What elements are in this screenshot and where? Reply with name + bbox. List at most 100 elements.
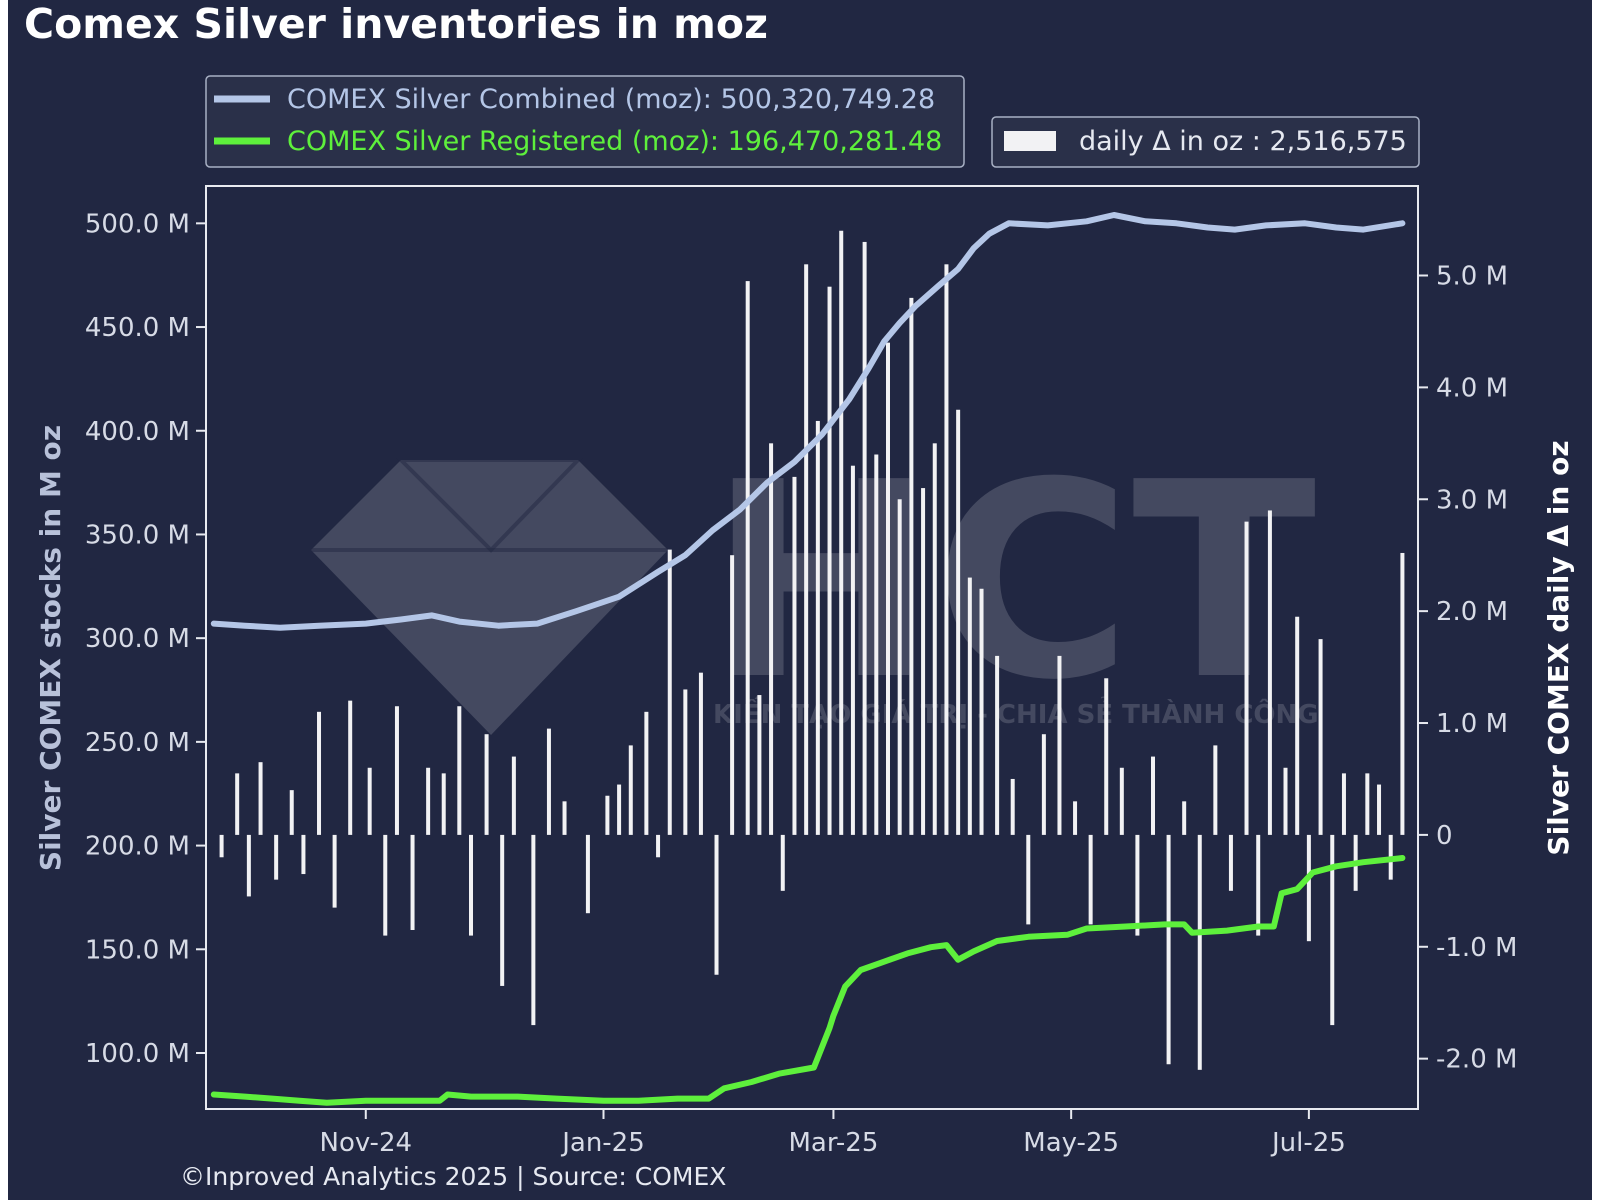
y2-axis-label: Silver COMEX daily Δ in oz <box>1542 440 1575 855</box>
x-axis: Nov-24 Jan-25 Mar-25 May-25 Jul-25 <box>320 1109 1346 1158</box>
daily-delta-bar <box>367 767 372 835</box>
daily-delta-bar <box>531 834 536 1026</box>
daily-delta-bar <box>1213 745 1218 835</box>
daily-delta-bar <box>1197 834 1202 1070</box>
daily-delta-bar <box>850 465 855 835</box>
y2-tick-label: 1.0 M <box>1436 709 1508 739</box>
daily-delta-bar <box>745 281 750 835</box>
daily-delta-bar <box>1318 639 1323 835</box>
daily-delta-bar <box>730 555 735 835</box>
y-tick-label: 450.0 M <box>85 313 190 343</box>
y-tick-label: 100.0 M <box>85 1039 190 1069</box>
daily-delta-bar <box>410 834 415 930</box>
x-tick-label: Jul-25 <box>1270 1128 1346 1158</box>
daily-delta-bar <box>219 834 224 858</box>
daily-delta-bar <box>656 834 661 858</box>
daily-delta-bar <box>246 834 251 897</box>
daily-delta-bar <box>644 711 649 835</box>
daily-delta-bar <box>1026 834 1031 925</box>
x-tick-label: Mar-25 <box>789 1128 879 1158</box>
daily-delta-bar <box>995 655 1000 835</box>
daily-delta-bar <box>769 443 774 835</box>
daily-delta-bar <box>862 241 867 835</box>
daily-delta-bar <box>1256 834 1261 936</box>
daily-delta-bar <box>1244 521 1249 835</box>
daily-delta-bar <box>1135 834 1140 936</box>
daily-delta-bar <box>500 834 505 986</box>
daily-delta-bar <box>1295 616 1300 835</box>
daily-delta-bar <box>1341 773 1346 835</box>
daily-delta-bar <box>426 767 431 835</box>
legend-swatch-daily <box>1004 131 1056 151</box>
daily-delta-bar <box>1010 778 1015 835</box>
watermark-tagline: KIẾN TẠO GIÁ TRỊ - CHIA SẺ THÀNH CÔNG <box>713 695 1319 730</box>
daily-delta-bar <box>1073 801 1078 835</box>
y-tick-label: 400.0 M <box>85 417 190 447</box>
daily-delta-bar <box>1267 510 1272 835</box>
daily-delta-bar <box>617 784 622 835</box>
daily-delta-bar <box>1182 801 1187 835</box>
daily-delta-bar <box>874 454 879 835</box>
daily-delta-bar <box>511 756 516 835</box>
daily-delta-bar <box>235 773 240 835</box>
daily-delta-bar <box>780 834 785 891</box>
daily-delta-bar <box>546 728 551 835</box>
watermark-brand: HCT <box>708 424 1318 739</box>
daily-delta-bar <box>979 588 984 835</box>
y2-tick-label: 4.0 M <box>1436 373 1508 403</box>
legend-label-daily: daily Δ in oz : 2,516,575 <box>1079 126 1407 157</box>
daily-delta-bar <box>956 409 961 835</box>
daily-delta-bar <box>457 706 462 835</box>
y-tick-label: 500.0 M <box>85 209 190 239</box>
legend-box-daily <box>991 116 1420 168</box>
daily-delta-bar <box>792 476 797 835</box>
daily-delta-bar <box>1119 767 1124 835</box>
daily-delta-bar <box>839 230 844 835</box>
daily-delta-bar <box>1228 834 1233 891</box>
plot-frame <box>205 185 1419 1110</box>
daily-delta-bar <box>332 834 337 908</box>
daily-delta-bar <box>909 297 914 835</box>
legend-label-combined: COMEX Silver Combined (moz): 500,320,749… <box>287 84 935 115</box>
daily-delta-bar <box>441 773 446 835</box>
y-tick-label: 350.0 M <box>85 520 190 550</box>
daily-delta-bar <box>1166 834 1171 1065</box>
daily-delta-bar <box>289 790 294 835</box>
daily-delta-bar <box>469 834 474 936</box>
daily-delta-bar <box>1400 552 1405 835</box>
y-axis-label: Silver COMEX stocks in M oz <box>34 425 67 871</box>
y2-tick-label: -2.0 M <box>1436 1045 1517 1075</box>
footer-credit: ©Inproved Analytics 2025 | Source: COMEX <box>180 1162 726 1191</box>
daily-delta-bar <box>1377 784 1382 835</box>
y-axis-left: 100.0 M 150.0 M 200.0 M 250.0 M 300.0 M 350.0… <box>85 209 206 1069</box>
y-tick-label: 150.0 M <box>85 935 190 965</box>
daily-delta-bar <box>683 689 688 835</box>
daily-delta-bar <box>967 577 972 835</box>
y-tick-label: 200.0 M <box>85 832 190 862</box>
daily-delta-bar <box>394 706 399 835</box>
daily-delta-bar <box>585 834 590 914</box>
y-axis-right: -2.0 M -1.0 M 0 1.0 M 2.0 M 3.0 M 4.0 M 5.0 M <box>1418 262 1517 1075</box>
y2-tick-label: 5.0 M <box>1436 262 1508 292</box>
y2-tick-label: 2.0 M <box>1436 597 1508 627</box>
daily-delta-bar <box>258 762 263 835</box>
daily-delta-bar <box>1104 678 1109 835</box>
chart-canvas: Comex Silver inventories in moz COMEX Si… <box>8 0 1592 1200</box>
daily-delta-bar <box>348 700 353 835</box>
daily-delta-bar <box>301 834 306 875</box>
daily-delta-bar <box>667 549 672 835</box>
series-lines <box>210 212 1406 1106</box>
daily-delta-bar <box>484 734 489 835</box>
daily-delta-bar <box>1283 767 1288 835</box>
x-tick-label: Nov-24 <box>320 1128 413 1158</box>
daily-delta-bar <box>804 264 809 835</box>
daily-delta-bar <box>944 264 949 835</box>
daily-delta-bar <box>383 834 388 936</box>
daily-delta-bar <box>698 672 703 835</box>
legend-box <box>205 75 965 168</box>
daily-delta-bar <box>1330 834 1335 1026</box>
daily-delta-bar <box>1088 834 1093 925</box>
y2-tick-label: -1.0 M <box>1436 933 1517 963</box>
watermark-logo: HCT KIẾN TẠO GIÁ TRỊ - CHIA SẺ THÀNH CÔN… <box>311 424 1319 739</box>
legend-label-registered: COMEX Silver Registered (moz): 196,470,2… <box>287 126 942 157</box>
